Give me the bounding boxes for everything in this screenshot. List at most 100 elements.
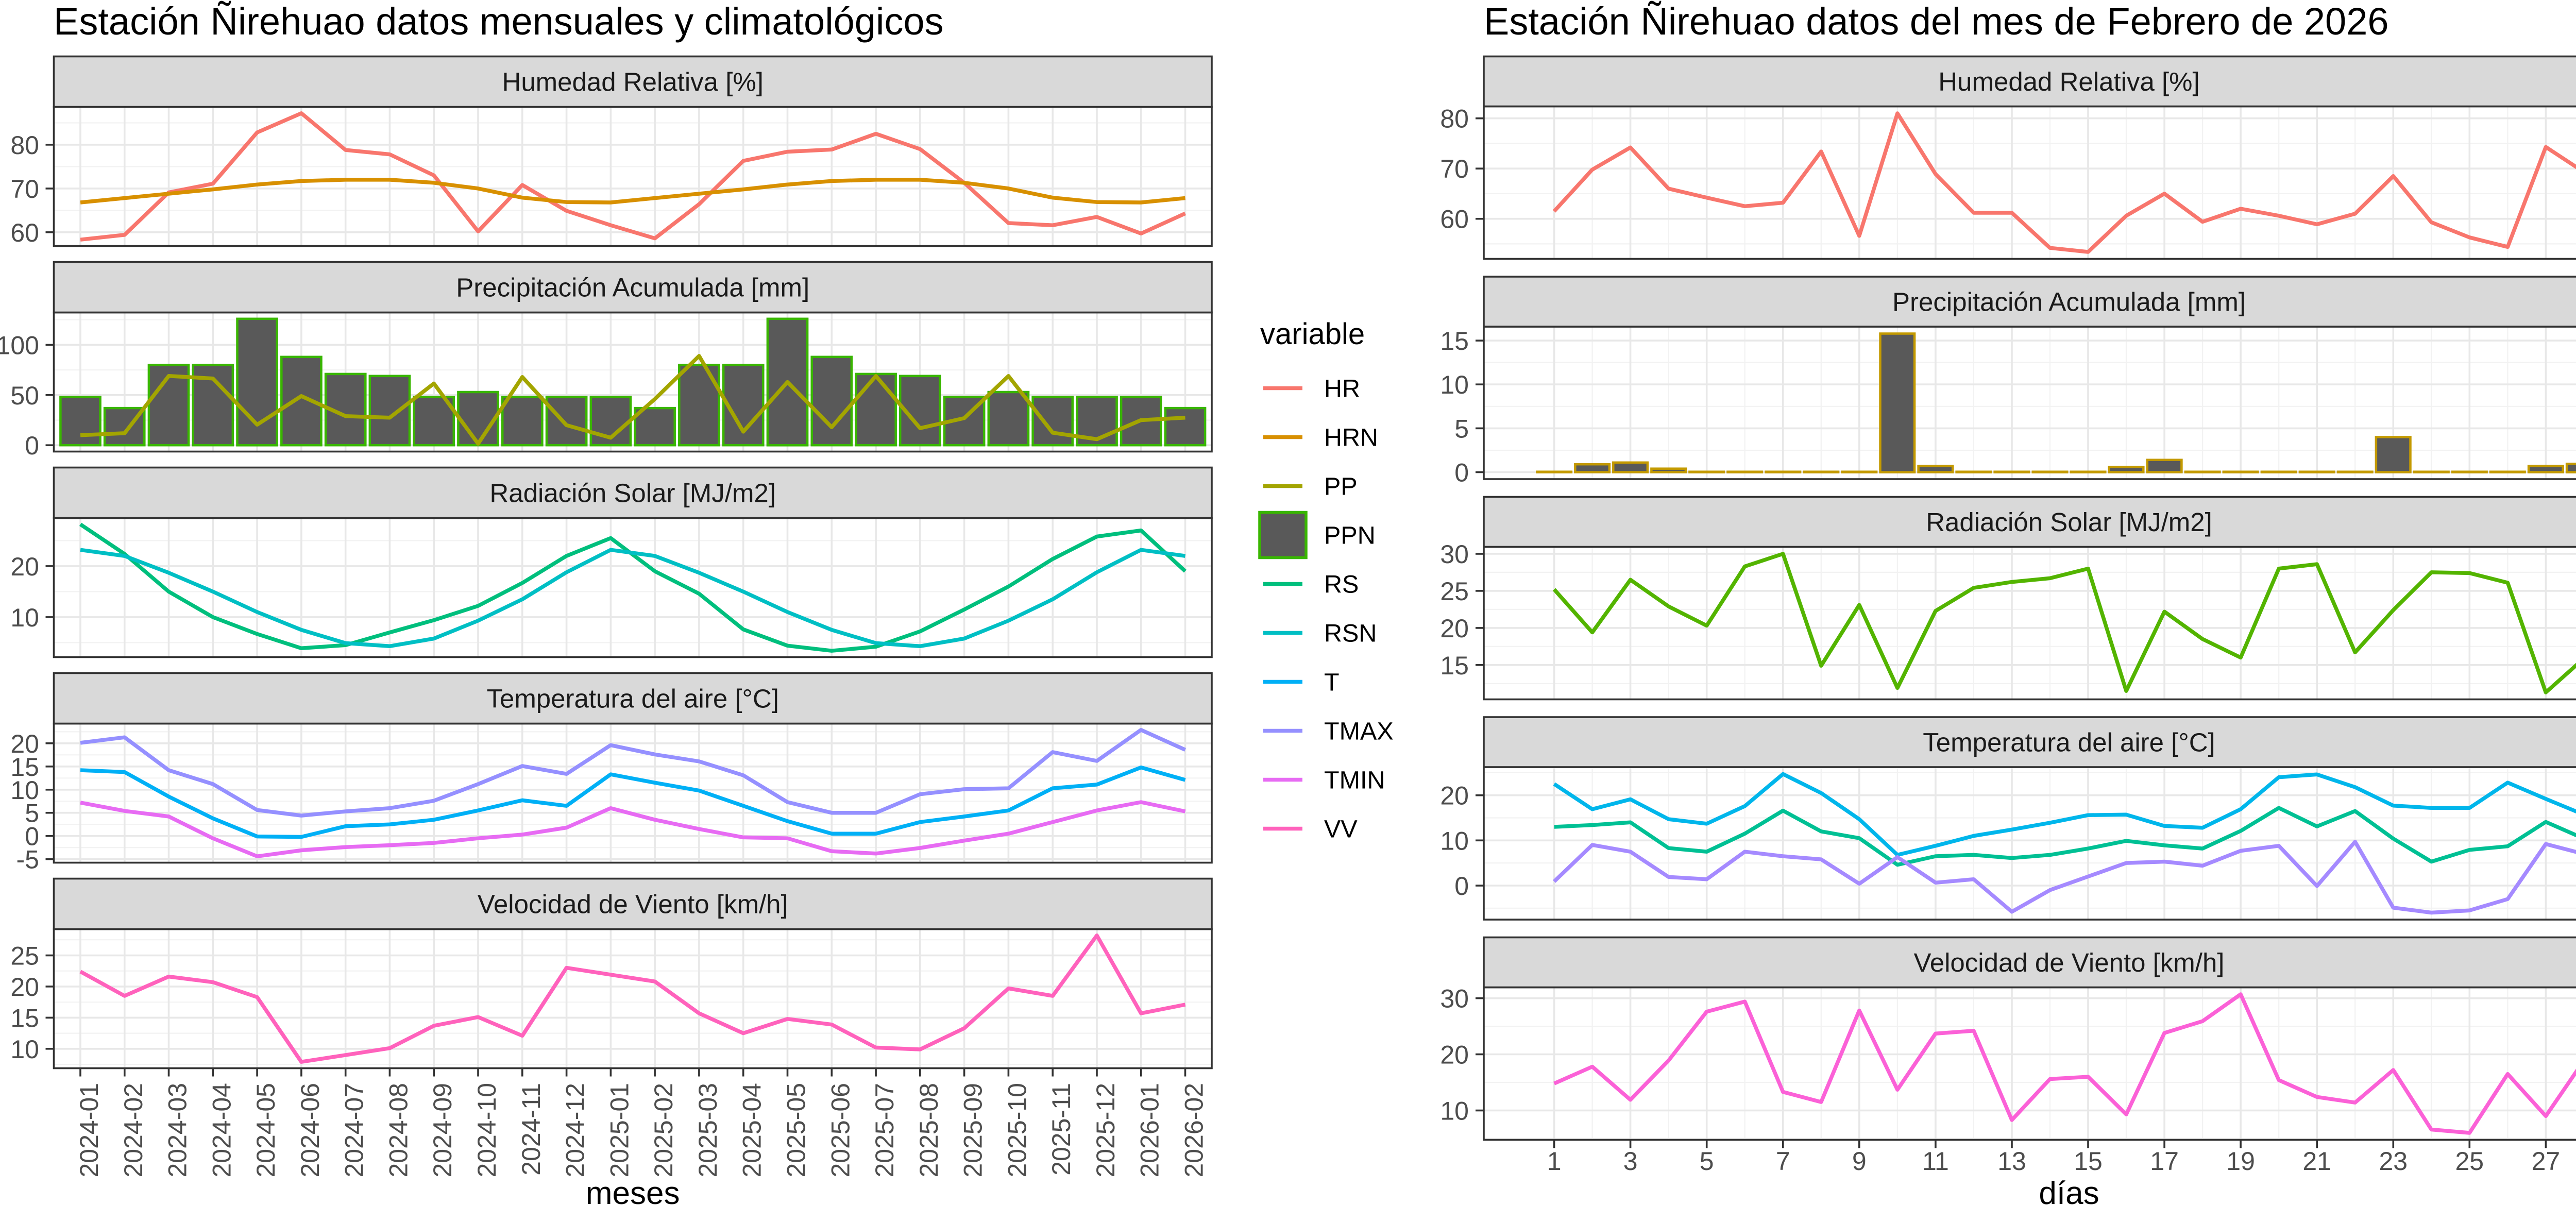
svg-text:80: 80	[1440, 105, 1469, 133]
svg-text:2025-10: 2025-10	[1003, 1083, 1031, 1178]
svg-text:2025-04: 2025-04	[738, 1083, 767, 1178]
svg-text:30: 30	[1440, 985, 1469, 1013]
svg-text:30: 30	[1440, 540, 1469, 569]
svg-text:21: 21	[2302, 1147, 2331, 1176]
svg-text:2025-05: 2025-05	[782, 1083, 811, 1178]
svg-text:2025-02: 2025-02	[649, 1083, 678, 1178]
svg-text:días: días	[2039, 1176, 2099, 1205]
svg-text:20: 20	[1440, 614, 1469, 643]
svg-text:RSN: RSN	[1324, 620, 1377, 648]
svg-text:5: 5	[1454, 414, 1469, 443]
svg-text:1: 1	[1547, 1147, 1562, 1176]
svg-text:25: 25	[1440, 577, 1469, 606]
svg-text:60: 60	[1440, 205, 1469, 234]
svg-text:2026-01: 2026-01	[1136, 1083, 1164, 1178]
svg-text:27: 27	[2532, 1147, 2561, 1176]
svg-text:10: 10	[1440, 826, 1469, 855]
svg-text:23: 23	[2379, 1147, 2408, 1176]
svg-text:70: 70	[10, 175, 39, 203]
svg-text:15: 15	[1440, 651, 1469, 680]
svg-text:Precipitación Acumulada [mm]: Precipitación Acumulada [mm]	[456, 273, 809, 302]
svg-text:Humedad Relativa [%]: Humedad Relativa [%]	[1938, 67, 2199, 96]
svg-text:Estación Ñirehuao datos del me: Estación Ñirehuao datos del mes de Febre…	[1484, 0, 2389, 43]
svg-text:20: 20	[10, 729, 39, 758]
svg-text:2024-12: 2024-12	[561, 1083, 590, 1178]
svg-text:2024-04: 2024-04	[207, 1083, 236, 1178]
svg-text:2025-07: 2025-07	[870, 1083, 899, 1178]
svg-text:2024-07: 2024-07	[340, 1083, 369, 1178]
svg-text:PP: PP	[1324, 473, 1358, 501]
svg-text:15: 15	[10, 1004, 39, 1032]
svg-text:2024-03: 2024-03	[163, 1083, 192, 1178]
svg-text:2024-09: 2024-09	[428, 1083, 457, 1178]
svg-text:5: 5	[25, 799, 39, 828]
svg-text:variable: variable	[1260, 317, 1365, 351]
svg-text:Velocidad de Viento [km/h]: Velocidad de Viento [km/h]	[1914, 948, 2225, 977]
svg-text:10: 10	[10, 1035, 39, 1064]
svg-text:50: 50	[10, 381, 39, 410]
svg-text:2024-06: 2024-06	[296, 1083, 325, 1178]
svg-text:meses: meses	[586, 1176, 680, 1205]
svg-text:15: 15	[10, 753, 39, 782]
svg-text:13: 13	[1997, 1147, 2026, 1176]
svg-text:2025-01: 2025-01	[605, 1083, 634, 1178]
svg-text:3: 3	[1623, 1147, 1638, 1176]
svg-text:2025-12: 2025-12	[1091, 1083, 1120, 1178]
svg-text:2025-08: 2025-08	[914, 1083, 943, 1178]
svg-text:15: 15	[2074, 1147, 2103, 1176]
svg-text:11: 11	[1922, 1147, 1949, 1176]
svg-text:2024-02: 2024-02	[119, 1083, 148, 1178]
svg-text:2024-01: 2024-01	[75, 1083, 104, 1178]
svg-text:2025-11: 2025-11	[1047, 1083, 1076, 1176]
svg-text:2024-08: 2024-08	[384, 1083, 413, 1178]
svg-text:2024-10: 2024-10	[472, 1083, 501, 1178]
svg-text:Velocidad de Viento [km/h]: Velocidad de Viento [km/h]	[478, 890, 788, 919]
svg-text:RS: RS	[1324, 571, 1359, 599]
svg-text:Estación Ñirehuao datos mensua: Estación Ñirehuao datos mensuales y clim…	[54, 0, 944, 43]
svg-text:VV: VV	[1324, 816, 1358, 843]
svg-text:25: 25	[10, 942, 39, 971]
svg-text:HRN: HRN	[1324, 424, 1378, 452]
svg-text:0: 0	[1454, 459, 1469, 487]
svg-text:2025-03: 2025-03	[693, 1083, 722, 1178]
svg-text:2025-09: 2025-09	[959, 1083, 988, 1178]
svg-text:15: 15	[1440, 327, 1469, 355]
svg-text:70: 70	[1440, 155, 1469, 183]
svg-text:2024-11: 2024-11	[517, 1083, 546, 1176]
svg-text:2025-06: 2025-06	[826, 1083, 855, 1178]
svg-text:TMIN: TMIN	[1324, 767, 1385, 794]
svg-text:HR: HR	[1324, 375, 1360, 403]
svg-text:TMAX: TMAX	[1324, 718, 1394, 745]
svg-text:100: 100	[0, 331, 39, 360]
svg-text:Temperatura del aire [°C]: Temperatura del aire [°C]	[1923, 728, 2215, 757]
svg-text:-5: -5	[16, 845, 39, 874]
svg-text:20: 20	[1440, 1041, 1469, 1070]
svg-text:10: 10	[1440, 1097, 1469, 1126]
svg-text:60: 60	[10, 218, 39, 247]
svg-text:Radiación Solar [MJ/m2]: Radiación Solar [MJ/m2]	[1926, 507, 2212, 537]
svg-text:5: 5	[1700, 1147, 1714, 1176]
svg-text:20: 20	[10, 973, 39, 1002]
svg-text:19: 19	[2226, 1147, 2255, 1176]
svg-text:20: 20	[10, 552, 39, 581]
svg-text:17: 17	[2150, 1147, 2179, 1176]
svg-text:0: 0	[25, 431, 39, 460]
svg-text:Humedad Relativa [%]: Humedad Relativa [%]	[502, 67, 763, 97]
svg-text:2026-02: 2026-02	[1180, 1083, 1209, 1178]
svg-text:10: 10	[1440, 370, 1469, 399]
svg-text:10: 10	[10, 603, 39, 632]
svg-text:0: 0	[1454, 872, 1469, 901]
svg-text:Precipitación Acumulada [mm]: Precipitación Acumulada [mm]	[1892, 287, 2246, 317]
svg-text:PPN: PPN	[1324, 522, 1376, 550]
svg-text:Radiación Solar [MJ/m2]: Radiación Solar [MJ/m2]	[489, 479, 776, 508]
svg-text:2024-05: 2024-05	[251, 1083, 280, 1178]
svg-text:25: 25	[2455, 1147, 2484, 1176]
svg-text:Temperatura del aire [°C]: Temperatura del aire [°C]	[486, 684, 778, 714]
svg-text:0: 0	[25, 822, 39, 851]
svg-text:80: 80	[10, 131, 39, 160]
svg-text:7: 7	[1776, 1147, 1790, 1176]
svg-text:T: T	[1324, 669, 1340, 697]
svg-text:20: 20	[1440, 782, 1469, 810]
svg-text:9: 9	[1852, 1147, 1867, 1176]
svg-text:10: 10	[10, 776, 39, 805]
